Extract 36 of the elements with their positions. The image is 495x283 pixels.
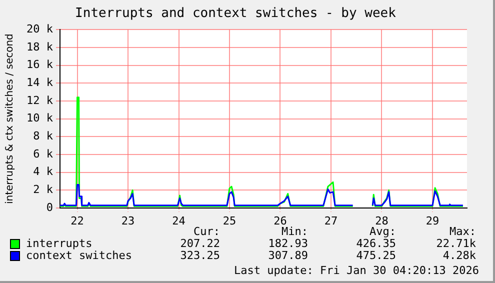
y-tick-label: 4 k: [33, 165, 54, 178]
text: 22.71k: [435, 237, 476, 250]
x-tick-label: 22: [70, 214, 84, 228]
x-tick-label: 26: [274, 214, 287, 228]
text: Max:: [448, 225, 476, 238]
text: 182.93: [267, 237, 308, 250]
text: Min:: [280, 225, 308, 238]
x-tick-label: 25: [222, 214, 236, 228]
y-tick-label: 8 k: [33, 130, 54, 142]
y-tick-label: 16 k: [26, 58, 54, 72]
x-tick-label: 24: [172, 214, 186, 228]
y-tick-label: 20 k: [26, 22, 54, 36]
text: 426.35: [355, 237, 396, 250]
text: 323.25: [179, 249, 220, 262]
y-tick-label: 14 k: [26, 76, 54, 89]
y-tick-label: 2 k: [33, 183, 54, 196]
text: 475.25: [355, 249, 396, 262]
x-tick-label: 27: [324, 214, 338, 228]
text: Cur:: [192, 225, 220, 238]
x-tick-label: 29: [426, 214, 440, 228]
text: Last update: Fri Jan 30 04:20:13 2026: [234, 264, 479, 277]
y-tick-label: 6 k: [33, 147, 54, 160]
text: 307.89: [267, 249, 308, 262]
legend-label: interrupts: [26, 237, 92, 250]
y-tick-label: 0: [46, 200, 53, 214]
y-tick-label: 18 k: [26, 40, 54, 54]
chart-title: Interrupts and context switches - by week: [75, 6, 396, 22]
y-tick-label: 12 k: [26, 94, 54, 107]
legend-label: context switches: [26, 249, 132, 262]
x-tick-label: 28: [375, 214, 388, 228]
y-tick-label: 10 k: [26, 112, 54, 125]
text: 4.28k: [442, 249, 476, 262]
text: 207.22: [179, 237, 220, 250]
y-axis-title: interrupts & ctx switches / second: [4, 34, 16, 204]
x-tick-label: 23: [121, 214, 135, 228]
text: Avg:: [368, 225, 396, 238]
